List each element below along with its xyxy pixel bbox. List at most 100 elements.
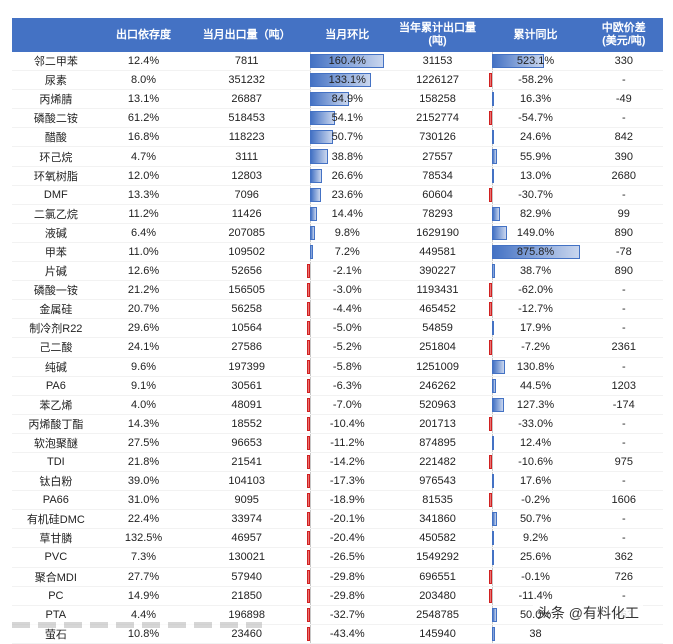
product-name-cell: DMF [43, 188, 68, 201]
monthly-export-cell: 7096 [234, 188, 259, 201]
bar-axis [310, 491, 312, 510]
yoy-cell-value: 127.3% [516, 398, 555, 411]
yoy-cell-value: 82.9% [519, 207, 552, 220]
dependence-cell: 27.5% [127, 436, 160, 449]
bar-axis [310, 433, 312, 452]
dependence-cell: 11.0% [128, 245, 159, 258]
positive-bar [310, 54, 385, 69]
dependence-cell: 4.4% [130, 608, 157, 621]
ytd-export-cell: 874895 [419, 436, 456, 449]
spread-cell: - [621, 589, 626, 602]
ytd-export-cell: 2548785 [416, 608, 459, 621]
yoy-cell: 17.9% [487, 319, 585, 338]
mom-cell-value: 38.8% [331, 150, 363, 163]
positive-bar [310, 225, 315, 240]
bar-axis [310, 510, 312, 529]
yoy-cell-value: 17.9% [519, 322, 552, 335]
bar-axis [491, 567, 493, 586]
spread-cell: - [621, 436, 626, 449]
spread-cell: - [621, 322, 626, 335]
bar-axis [310, 567, 312, 586]
yoy-cell-value: 17.6% [519, 475, 552, 488]
product-name-cell: 片碱 [44, 266, 67, 279]
dependence-cell: 21.2% [127, 284, 160, 297]
header-spread: 中欧价差 (美元/吨) [584, 18, 663, 52]
yoy-cell: -7.2% [487, 338, 585, 357]
dependence-cell: 14.9% [127, 589, 160, 602]
table-row: 磷酸一铵 21.2% 156505 -3.0% 1193431 -62.0% - [12, 281, 663, 300]
ytd-export-cell: 730126 [419, 131, 456, 144]
ytd-export-cell: 390227 [419, 265, 456, 278]
header-mom: 当月环比 [306, 18, 389, 52]
product-name-cell: 醋酸 [44, 132, 67, 145]
positive-bar [491, 264, 496, 279]
table-row: 制冷剂R22 29.6% 10564 -5.0% 54859 17.9% - [12, 319, 663, 338]
negative-bar [307, 550, 311, 565]
yoy-cell-value: 38 [529, 627, 542, 640]
mom-cell-value: -29.8% [329, 570, 365, 583]
bar-axis [491, 586, 493, 605]
yoy-cell-value: -54.7% [518, 112, 553, 125]
bar-axis [491, 414, 493, 433]
mom-cell: 9.8% [306, 223, 389, 242]
bar-axis [310, 529, 312, 548]
negative-bar [307, 340, 311, 355]
mom-cell-value: -5.2% [332, 341, 362, 354]
mom-cell: -6.3% [306, 376, 389, 395]
yoy-cell: 13.0% [487, 166, 585, 185]
mom-cell: -29.8% [306, 586, 389, 605]
dependence-cell: 24.1% [127, 341, 160, 354]
yoy-cell-value: -58.2% [518, 74, 553, 87]
table-row: 磷酸二铵 61.2% 518453 54.1% 2152774 -54.7% - [12, 109, 663, 128]
mom-cell-value: -7.0% [332, 398, 362, 411]
spread-cell: 2361 [611, 341, 637, 354]
yoy-cell-value: 13.0% [519, 169, 552, 182]
mom-cell-value: 7.2% [334, 245, 360, 258]
table-row: 丙烯酸丁酯 14.3% 18552 -10.4% 201713 -33.0% - [12, 414, 663, 434]
positive-bar [491, 531, 494, 546]
positive-bar [491, 206, 500, 221]
export-table-container: 出口依存度 当月出口量（吨） 当月环比 当年累计出口量 (吨) 累计同比 中欧价… [12, 18, 663, 644]
monthly-export-cell: 57940 [231, 570, 262, 583]
negative-bar [307, 626, 311, 641]
table-row: 液碱 6.4% 207085 9.8% 1629190 149.0% 890 [12, 223, 663, 243]
footnote-source-blur [12, 622, 262, 628]
positive-bar [491, 435, 494, 450]
monthly-export-cell: 109502 [228, 245, 266, 258]
positive-bar [310, 206, 317, 221]
spread-cell: 726 [614, 570, 633, 583]
negative-bar [307, 302, 311, 317]
table-row: 邻二甲苯 12.4% 7811 160.4% 31153 523.1% 330 [12, 52, 663, 71]
yoy-cell-value: 9.2% [523, 532, 549, 545]
ytd-export-cell: 2152774 [416, 112, 459, 125]
spread-cell: -174 [612, 398, 635, 411]
spread-cell: 890 [614, 265, 633, 278]
spread-cell: - [621, 475, 626, 488]
negative-bar [488, 302, 492, 317]
table-row: 金属硅 20.7% 56258 -4.4% 465452 -12.7% - [12, 300, 663, 319]
monthly-export-cell: 52656 [231, 265, 262, 278]
negative-bar [488, 454, 492, 470]
ytd-export-cell: 221482 [419, 456, 456, 469]
dependence-cell: 9.6% [130, 360, 157, 373]
bar-axis [310, 452, 312, 472]
spread-cell: - [621, 303, 626, 316]
yoy-cell: 9.2% [487, 529, 585, 548]
spread-cell: - [621, 417, 626, 430]
yoy-cell: 44.5% [487, 376, 585, 395]
product-name-cell: TDI [46, 456, 65, 469]
ytd-export-cell: 78293 [422, 207, 453, 220]
negative-bar [307, 283, 311, 298]
monthly-export-cell: 30561 [231, 379, 262, 392]
header-monthly-export: 当月出口量（吨） [187, 18, 307, 52]
dependence-cell: 9.1% [130, 379, 157, 392]
positive-bar [491, 512, 497, 527]
mom-cell-value: -5.8% [332, 360, 362, 373]
table-row: 草甘膦 132.5% 46957 -20.4% 450582 9.2% - [12, 529, 663, 548]
yoy-cell-value: -30.7% [518, 188, 553, 201]
product-name-cell: 环氧树脂 [33, 170, 78, 183]
ytd-export-cell: 341860 [419, 513, 456, 526]
ytd-export-cell: 1629190 [416, 226, 459, 239]
yoy-cell: -62.0% [487, 281, 585, 300]
header-ytd-export: 当年累计出口量 (吨) [388, 18, 487, 52]
